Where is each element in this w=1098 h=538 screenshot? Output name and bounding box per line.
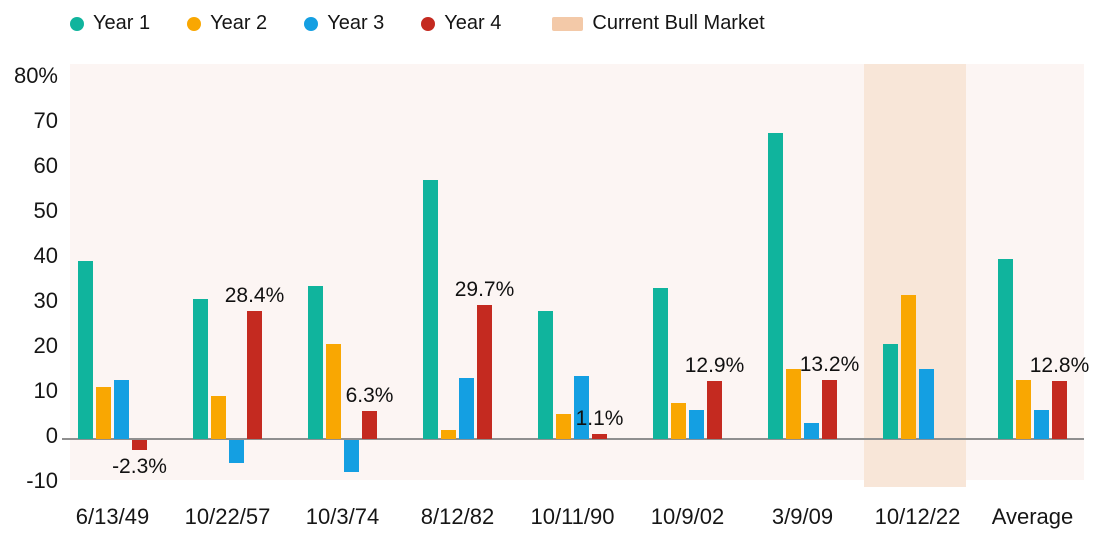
legend-label: Year 1 [93,12,151,34]
legend-item-year-3: Year 3 [304,12,384,35]
y-tick-0: 0 [45,423,58,448]
legend-label: Year 3 [327,12,385,34]
x-label-10-11-90: 10/11/90 [530,504,615,529]
y-tick-50: 50 [33,197,58,223]
zero-baseline [62,438,1084,440]
y-tick-80: 80% [13,62,58,88]
legend-dot-year-4-icon [421,16,436,31]
y-tick-30: 30 [33,287,58,313]
x-label-8-12-82: 8/12/82 [420,504,495,529]
x-label-10-22-57: 10/22/57 [184,504,271,529]
legend-dot-year-3-icon [304,16,319,31]
current-bull-market-band [864,64,966,487]
legend-item-year-4: Year 4 [421,12,501,35]
y-tick-70: 70 [33,107,58,133]
x-label-10-3-74: 10/3/74 [305,504,380,529]
legend-swatch-current-bull-market-icon [552,16,584,31]
y-tick-20: 20 [33,332,58,358]
x-label-3-9-09: 3/9/09 [771,504,834,529]
legend-label: Year 2 [210,12,268,34]
legend-item-current-bull-market: Current Bull Market [552,12,765,35]
y-tick-10: -10 [26,468,58,494]
y-tick-40: 40 [33,242,58,268]
x-label-average: Average [991,504,1074,529]
x-label-10-12-22: 10/12/22 [874,504,961,529]
legend-dot-year-2-icon [187,16,202,31]
y-tick-10: 10 [33,377,58,403]
x-label-10-9-02: 10/9/02 [650,504,725,529]
chart-legend: Year 1 Year 2 Year 3 Year 4 Current Bull Mar… [70,12,765,35]
legend-label: Current Bull Market [592,12,765,34]
legend-dot-year-1-icon [70,16,84,31]
legend-item-year-1: Year 1 [70,12,150,35]
x-label-6-13-49: 6/13/49 [75,504,150,529]
legend-label: Year 4 [444,12,502,34]
legend-item-year-2: Year 2 [187,12,267,35]
y-tick-60: 60 [33,152,58,178]
